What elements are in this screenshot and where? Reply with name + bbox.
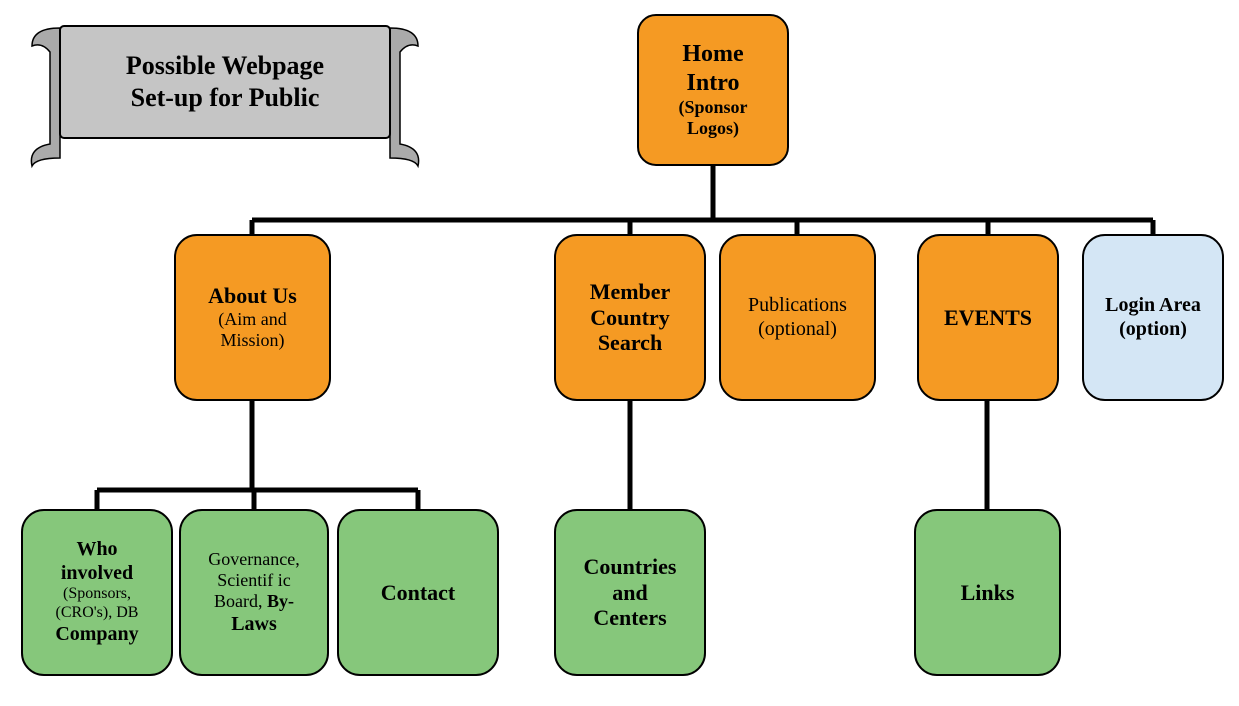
node-about-label: About Us(Aim andMission)	[179, 239, 326, 396]
scroll-title: Possible WebpageSet-up for Public	[60, 26, 390, 138]
node-home-label: HomeIntro(SponsorLogos)	[642, 19, 784, 161]
node-links-label: Links	[919, 514, 1056, 671]
node-countries-label: CountriesandCenters	[559, 514, 701, 671]
node-who-label: Whoinvolved(Sponsors,(CRO's), DBCompany	[26, 514, 168, 671]
node-governance-label: Governance,Scientif icBoard, By-Laws	[184, 514, 324, 671]
node-events-label: EVENTS	[922, 239, 1054, 396]
node-member-label: MemberCountrySearch	[559, 239, 701, 396]
diagram-canvas: Possible WebpageSet-up for Public HomeInt…	[0, 0, 1239, 706]
node-contact-label: Contact	[342, 514, 494, 671]
node-publications-label: Publications(optional)	[724, 239, 871, 396]
node-login-label: Login Area(option)	[1087, 239, 1219, 396]
